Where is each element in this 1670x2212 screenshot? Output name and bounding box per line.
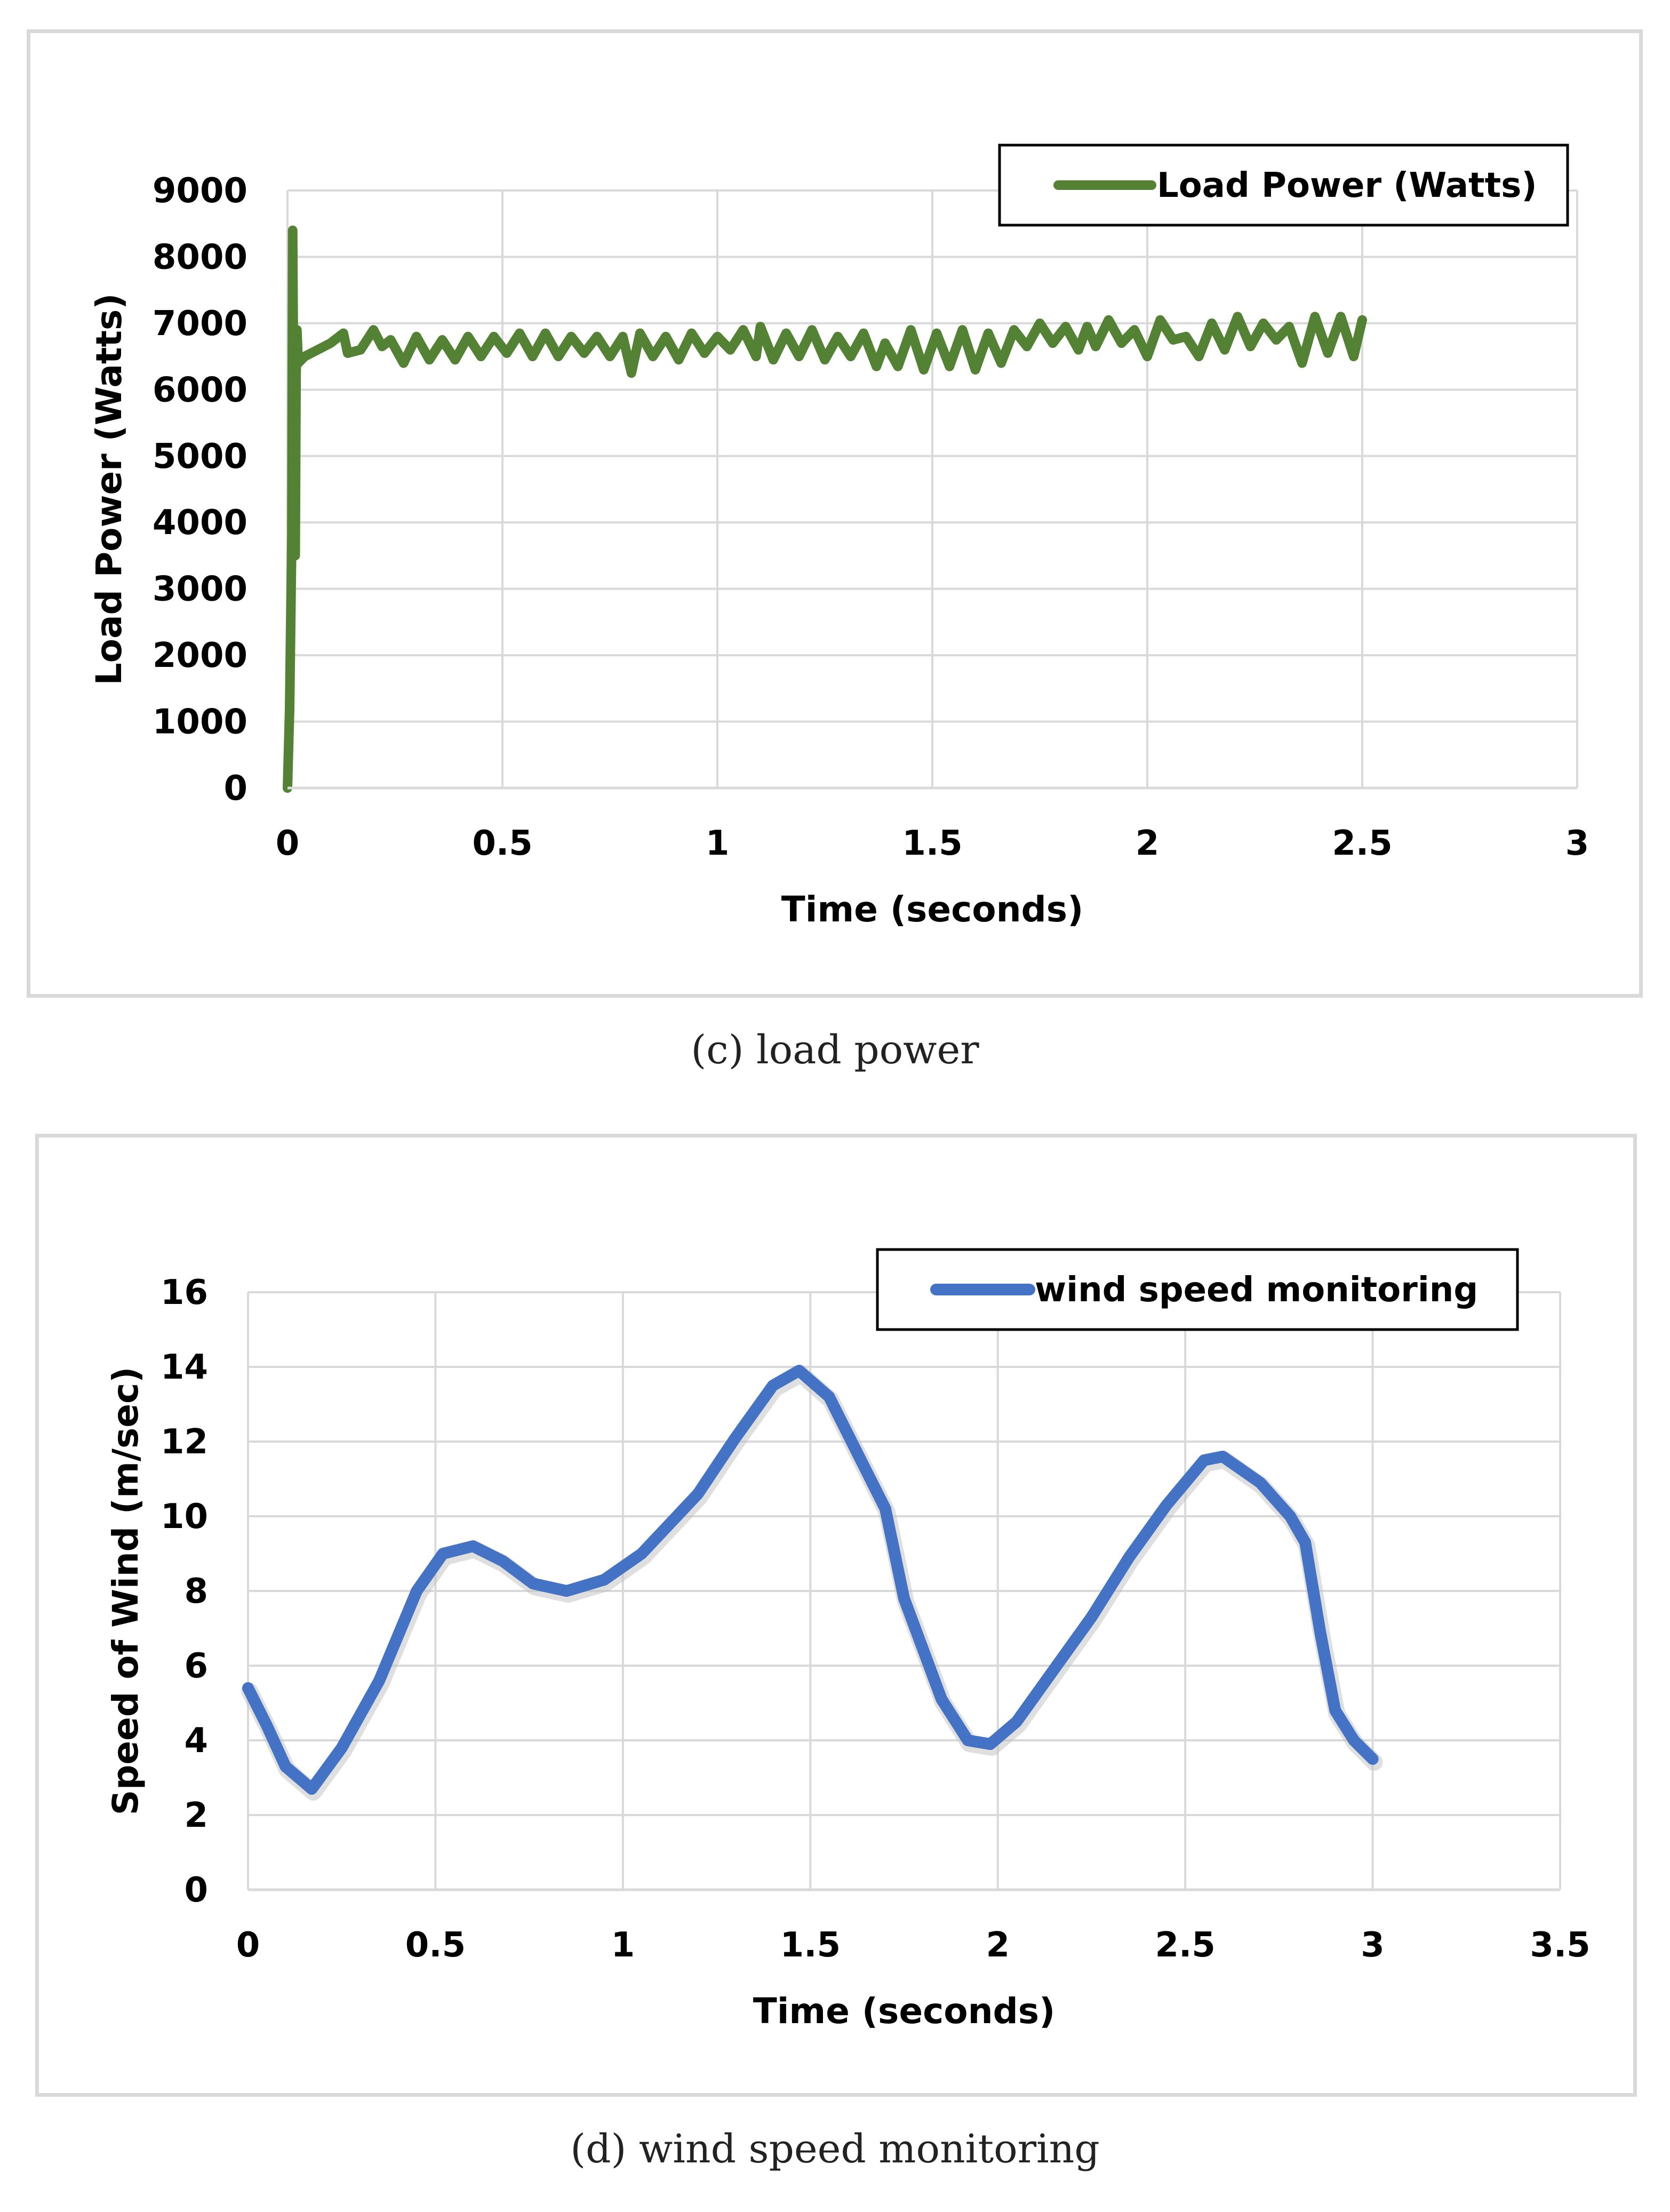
series-line	[242, 1365, 1379, 1795]
x-tick-label: 1	[706, 824, 730, 863]
x-tick-label: 2.5	[1155, 1925, 1215, 1965]
x-axis-label: Time (seconds)	[781, 889, 1084, 930]
legend-label: wind speed monitoring	[1035, 1270, 1478, 1310]
x-axis-label: Time (seconds)	[753, 1991, 1056, 2032]
x-tick-label: 1.5	[780, 1925, 841, 1965]
y-tick-label: 2000	[153, 636, 247, 675]
x-tick-label: 0.5	[405, 1925, 466, 1965]
x-tick-label: 1	[611, 1925, 635, 1965]
x-tick-label: 0.5	[472, 824, 532, 863]
y-tick-label: 0	[223, 769, 247, 808]
y-tick-label: 6	[184, 1646, 208, 1686]
load-power-chart-panel: 0 1000 2000 3000 4000 5000 6000 7000 8000 9000 0 0.…	[27, 29, 1643, 998]
y-tick-label: 4	[184, 1721, 208, 1761]
y-tick-label: 4000	[153, 503, 247, 543]
x-tick-label: 0	[236, 1925, 260, 1965]
wind-speed-chart-panel: 0 2 4 6 8 10 12 14 16 0 0.5 1 1.5 2 2.5 3 3.5 Time (secon…	[35, 1134, 1637, 2097]
y-tick-label: 7000	[153, 304, 247, 344]
series-line	[283, 225, 1367, 793]
x-tick-label: 2	[986, 1925, 1010, 1965]
y-tick-label: 12	[161, 1422, 208, 1462]
y-tick-label: 8000	[153, 237, 247, 277]
x-tick-label: 0	[276, 824, 300, 863]
y-tick-label: 8	[184, 1572, 208, 1611]
x-tick-label: 1.5	[902, 824, 962, 863]
load-power-chart: 0 1000 2000 3000 4000 5000 6000 7000 8000 9000 0 0.…	[89, 144, 1589, 930]
y-tick-label: 14	[161, 1348, 208, 1387]
wind-speed-chart: 0 2 4 6 8 10 12 14 16 0 0.5 1 1.5 2 2.5 3 3.5 Time (secon…	[105, 1248, 1591, 2032]
wind-speed-caption: (d) wind speed monitoring	[570, 2126, 1100, 2172]
load-power-caption: (c) load power	[691, 1027, 979, 1073]
y-tick-label: 9000	[153, 171, 247, 211]
x-tick-label: 2.5	[1332, 824, 1392, 863]
y-tick-label: 2	[184, 1796, 208, 1835]
y-tick-label: 10	[161, 1497, 208, 1537]
x-tick-label: 3	[1565, 824, 1589, 863]
y-tick-label: 1000	[153, 703, 247, 742]
y-tick-label: 5000	[153, 437, 247, 476]
x-tick-label: 2	[1136, 824, 1160, 863]
y-tick-label: 6000	[153, 370, 247, 410]
y-axis-label: Load Power (Watts)	[89, 293, 130, 686]
y-axis-label: Speed of Wind (m/sec)	[105, 1367, 146, 1816]
y-tick-label: 3000	[153, 570, 247, 609]
x-tick-label: 3.5	[1530, 1925, 1590, 1965]
legend-label: Load Power (Watts)	[1157, 166, 1537, 205]
y-tick-label: 16	[161, 1273, 208, 1312]
y-tick-label: 0	[184, 1871, 208, 1910]
x-tick-label: 3	[1361, 1925, 1385, 1965]
